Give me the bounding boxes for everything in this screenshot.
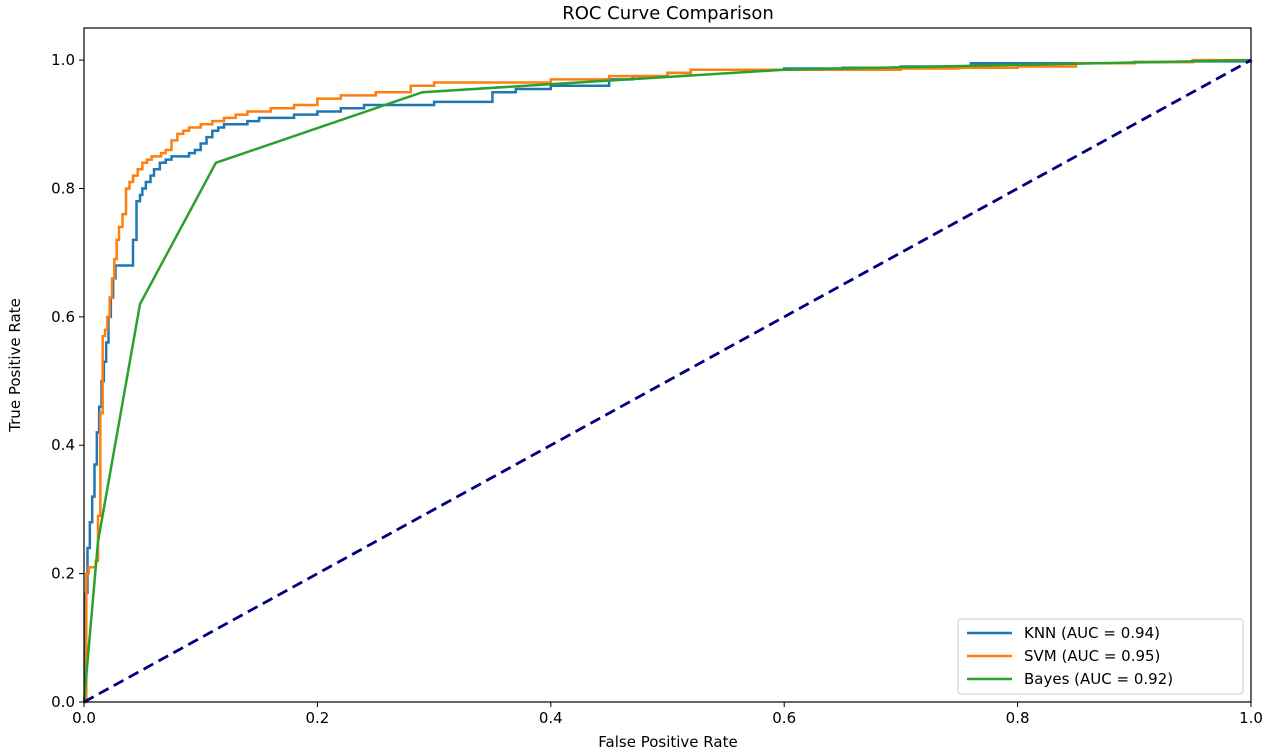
x-tick-label: 0.2 [305, 709, 329, 727]
x-tick-label: 0.8 [1006, 709, 1030, 727]
reference-diagonal-line [83, 58, 1252, 704]
series-layer [82, 58, 1253, 704]
y-tick-label: 0.0 [51, 693, 75, 711]
plot-frame [83, 27, 1252, 703]
y-tick-label: 0.4 [51, 436, 75, 454]
chart-title: ROC Curve Comparison [562, 3, 774, 24]
y-tick-label: 1.0 [51, 51, 75, 69]
legend-label-svm: SVM (AUC = 0.95) [1024, 647, 1160, 665]
y-tick-label: 0.6 [51, 308, 75, 326]
svm-roc-line [84, 58, 1251, 704]
x-tick-label: 0.0 [72, 709, 96, 727]
y-axis-label: True Positive Rate [6, 298, 24, 433]
x-tick-label: 0.6 [772, 709, 796, 727]
x-tick-label: 0.4 [539, 709, 563, 727]
bayes-roc-line [82, 58, 1252, 703]
x-axis-ticks: 0.0 0.2 0.4 0.6 0.8 1.0 [72, 702, 1263, 727]
y-axis-ticks: 0.0 0.2 0.4 0.6 0.8 1.0 [51, 51, 84, 711]
legend-box [957, 618, 1244, 695]
y-tick-label: 0.2 [51, 565, 75, 583]
x-tick-label: 1.0 [1239, 709, 1263, 727]
plot-area [82, 27, 1253, 704]
x-axis-label: False Positive Rate [598, 733, 737, 751]
plot-background [84, 28, 1251, 702]
legend-label-knn: KNN (AUC = 0.94) [1024, 624, 1160, 642]
legend-label-bayes: Bayes (AUC = 0.92) [1024, 670, 1173, 688]
y-tick-label: 0.8 [51, 179, 75, 197]
legend: KNN (AUC = 0.94) SVM (AUC = 0.95) Bayes … [957, 618, 1244, 695]
